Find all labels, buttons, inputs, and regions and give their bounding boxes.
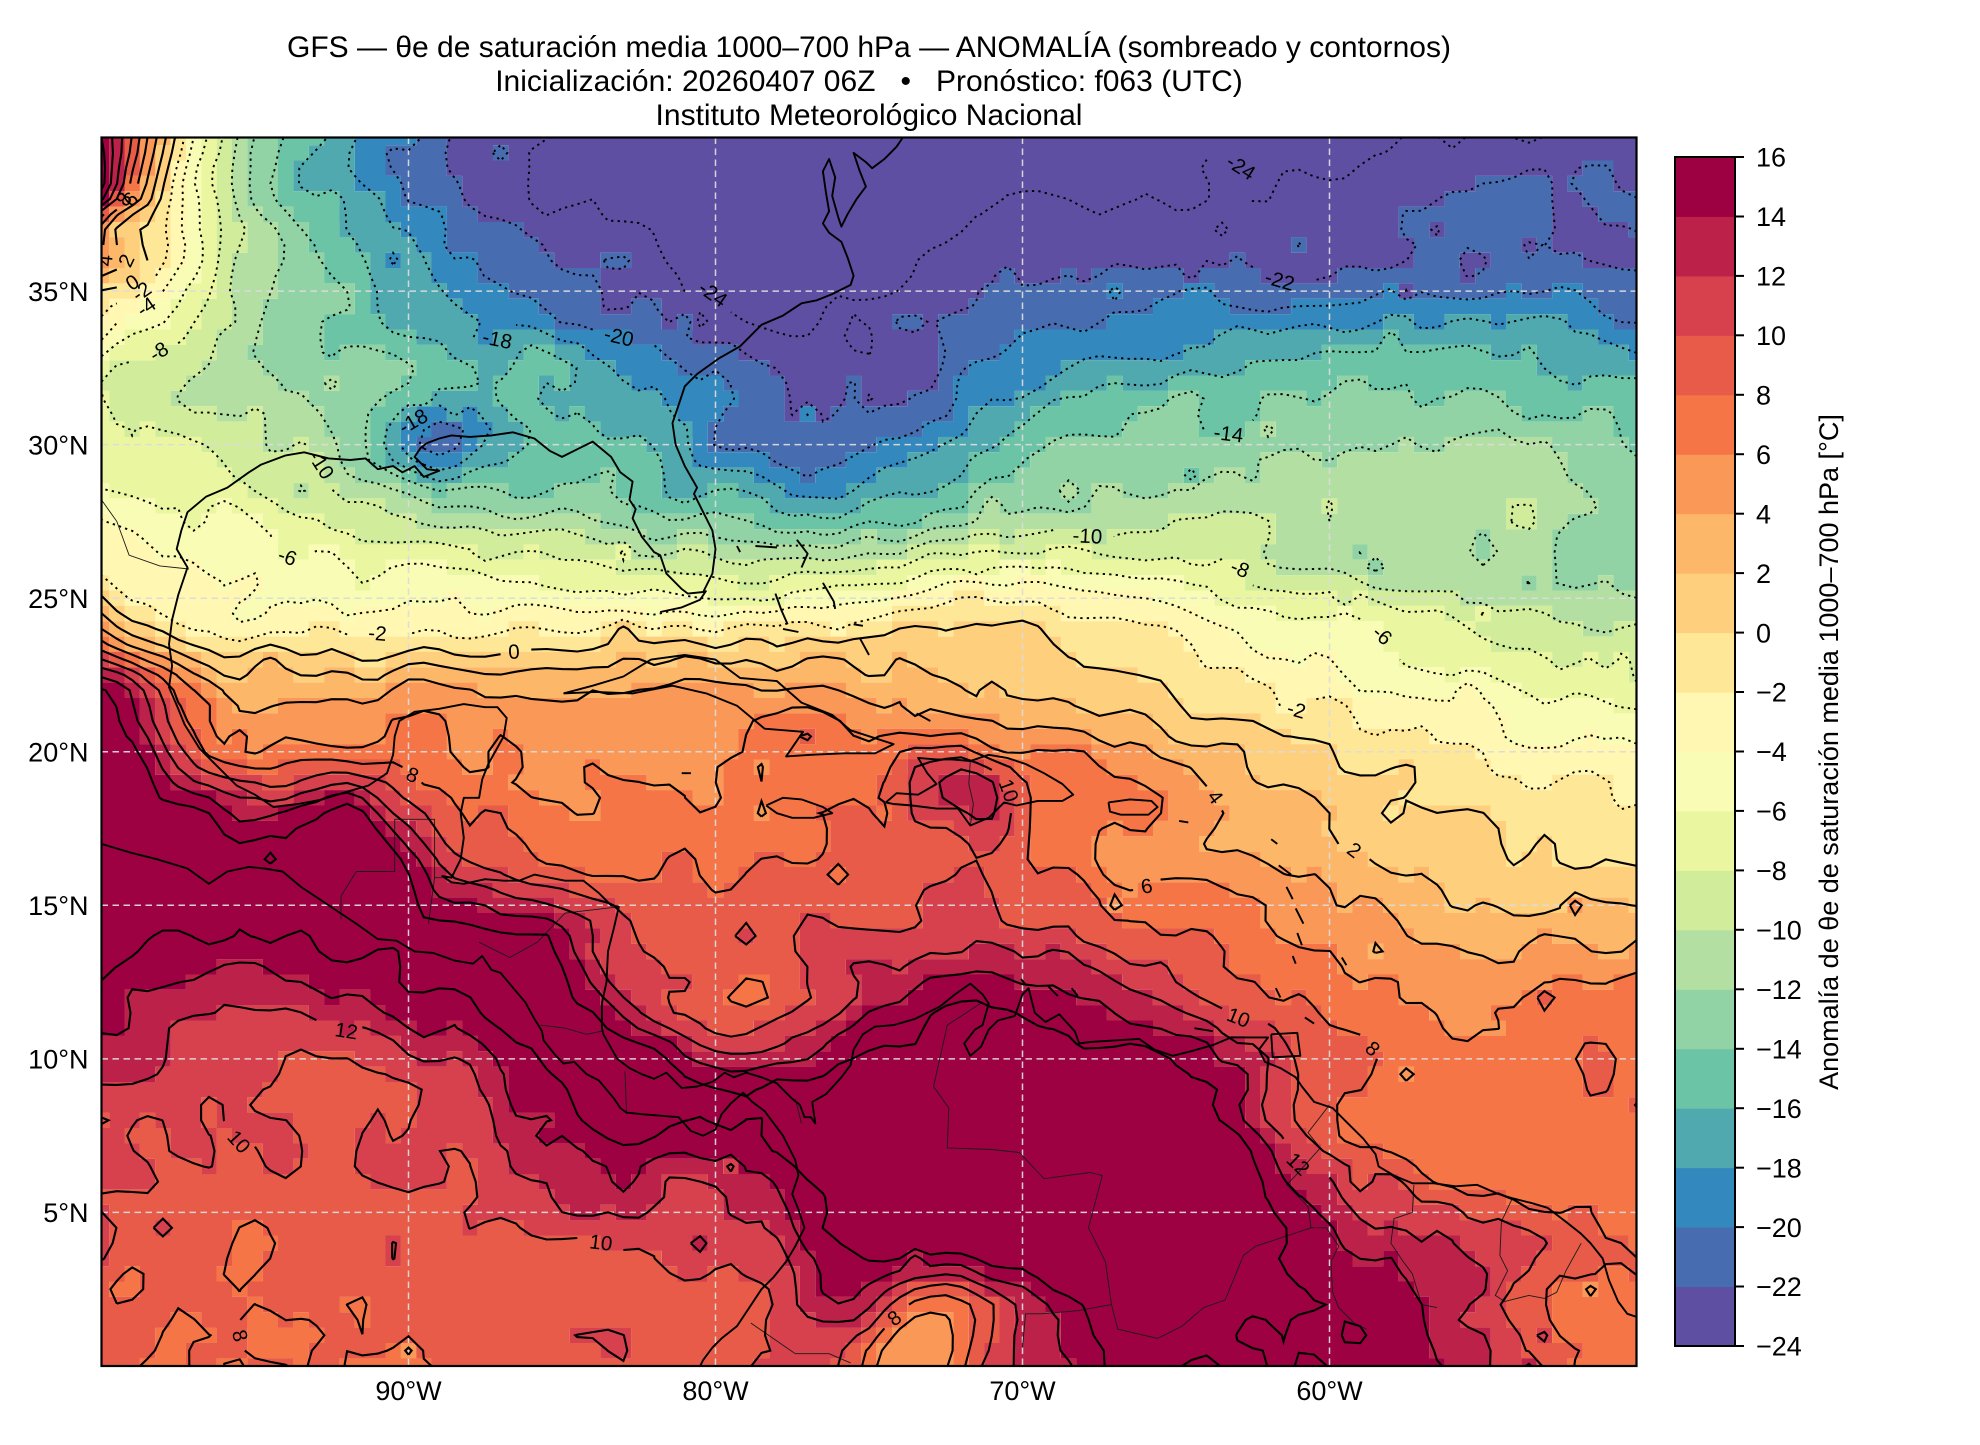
svg-text:-2: -2 (1284, 697, 1308, 724)
svg-text:−22: −22 (1756, 1272, 1802, 1302)
svg-text:4: 4 (94, 254, 118, 268)
svg-text:−20: −20 (1756, 1213, 1802, 1243)
svg-text:Inicialización: 20260407 06Z: Inicialización: 20260407 06Z • Pronóstic… (495, 65, 1243, 98)
svg-text:−12: −12 (1756, 975, 1802, 1005)
svg-text:16: 16 (1756, 143, 1786, 173)
svg-text:−16: −16 (1756, 1094, 1802, 1124)
svg-text:30°N: 30°N (28, 430, 88, 460)
svg-text:−2: −2 (1756, 678, 1787, 708)
svg-text:-14: -14 (1212, 421, 1244, 447)
svg-text:35°N: 35°N (28, 277, 88, 307)
svg-text:6: 6 (1756, 440, 1771, 470)
svg-text:0: 0 (1756, 618, 1771, 648)
svg-text:14: 14 (1756, 202, 1786, 232)
svg-text:−10: −10 (1756, 916, 1802, 946)
svg-text:12: 12 (1756, 262, 1786, 292)
svg-text:10°N: 10°N (28, 1045, 88, 1075)
svg-text:10: 10 (588, 1230, 613, 1256)
svg-text:GFS — θe de saturación media 1: GFS — θe de saturación media 1000–700 hP… (287, 31, 1451, 64)
svg-text:60°W: 60°W (1296, 1376, 1363, 1406)
svg-text:15°N: 15°N (28, 891, 88, 921)
svg-text:12: 12 (333, 1018, 359, 1044)
svg-text:4: 4 (1756, 499, 1771, 529)
svg-text:8: 8 (1756, 381, 1771, 411)
svg-text:10: 10 (1756, 321, 1786, 351)
svg-text:-2: -2 (367, 622, 387, 647)
svg-text:6: 6 (1139, 874, 1154, 899)
svg-text:−8: −8 (1756, 856, 1787, 886)
svg-text:−18: −18 (1756, 1153, 1802, 1183)
svg-text:2: 2 (1756, 559, 1771, 589)
svg-text:−14: −14 (1756, 1035, 1802, 1065)
svg-text:−6: −6 (1756, 797, 1787, 827)
svg-text:0: 0 (508, 640, 521, 664)
svg-text:Anomalía de θe de saturación m: Anomalía de θe de saturación media 1000–… (1814, 414, 1844, 1090)
svg-text:90°W: 90°W (375, 1376, 442, 1406)
svg-text:-10: -10 (1072, 524, 1103, 549)
svg-text:−4: −4 (1756, 737, 1787, 767)
svg-text:5°N: 5°N (43, 1198, 88, 1228)
svg-text:80°W: 80°W (682, 1376, 749, 1406)
svg-text:25°N: 25°N (28, 584, 88, 614)
svg-text:70°W: 70°W (989, 1376, 1056, 1406)
svg-text:Instituto Meteorológico Nacion: Instituto Meteorológico Nacional (656, 99, 1083, 132)
svg-text:−24: −24 (1756, 1332, 1802, 1362)
svg-text:20°N: 20°N (28, 738, 88, 768)
